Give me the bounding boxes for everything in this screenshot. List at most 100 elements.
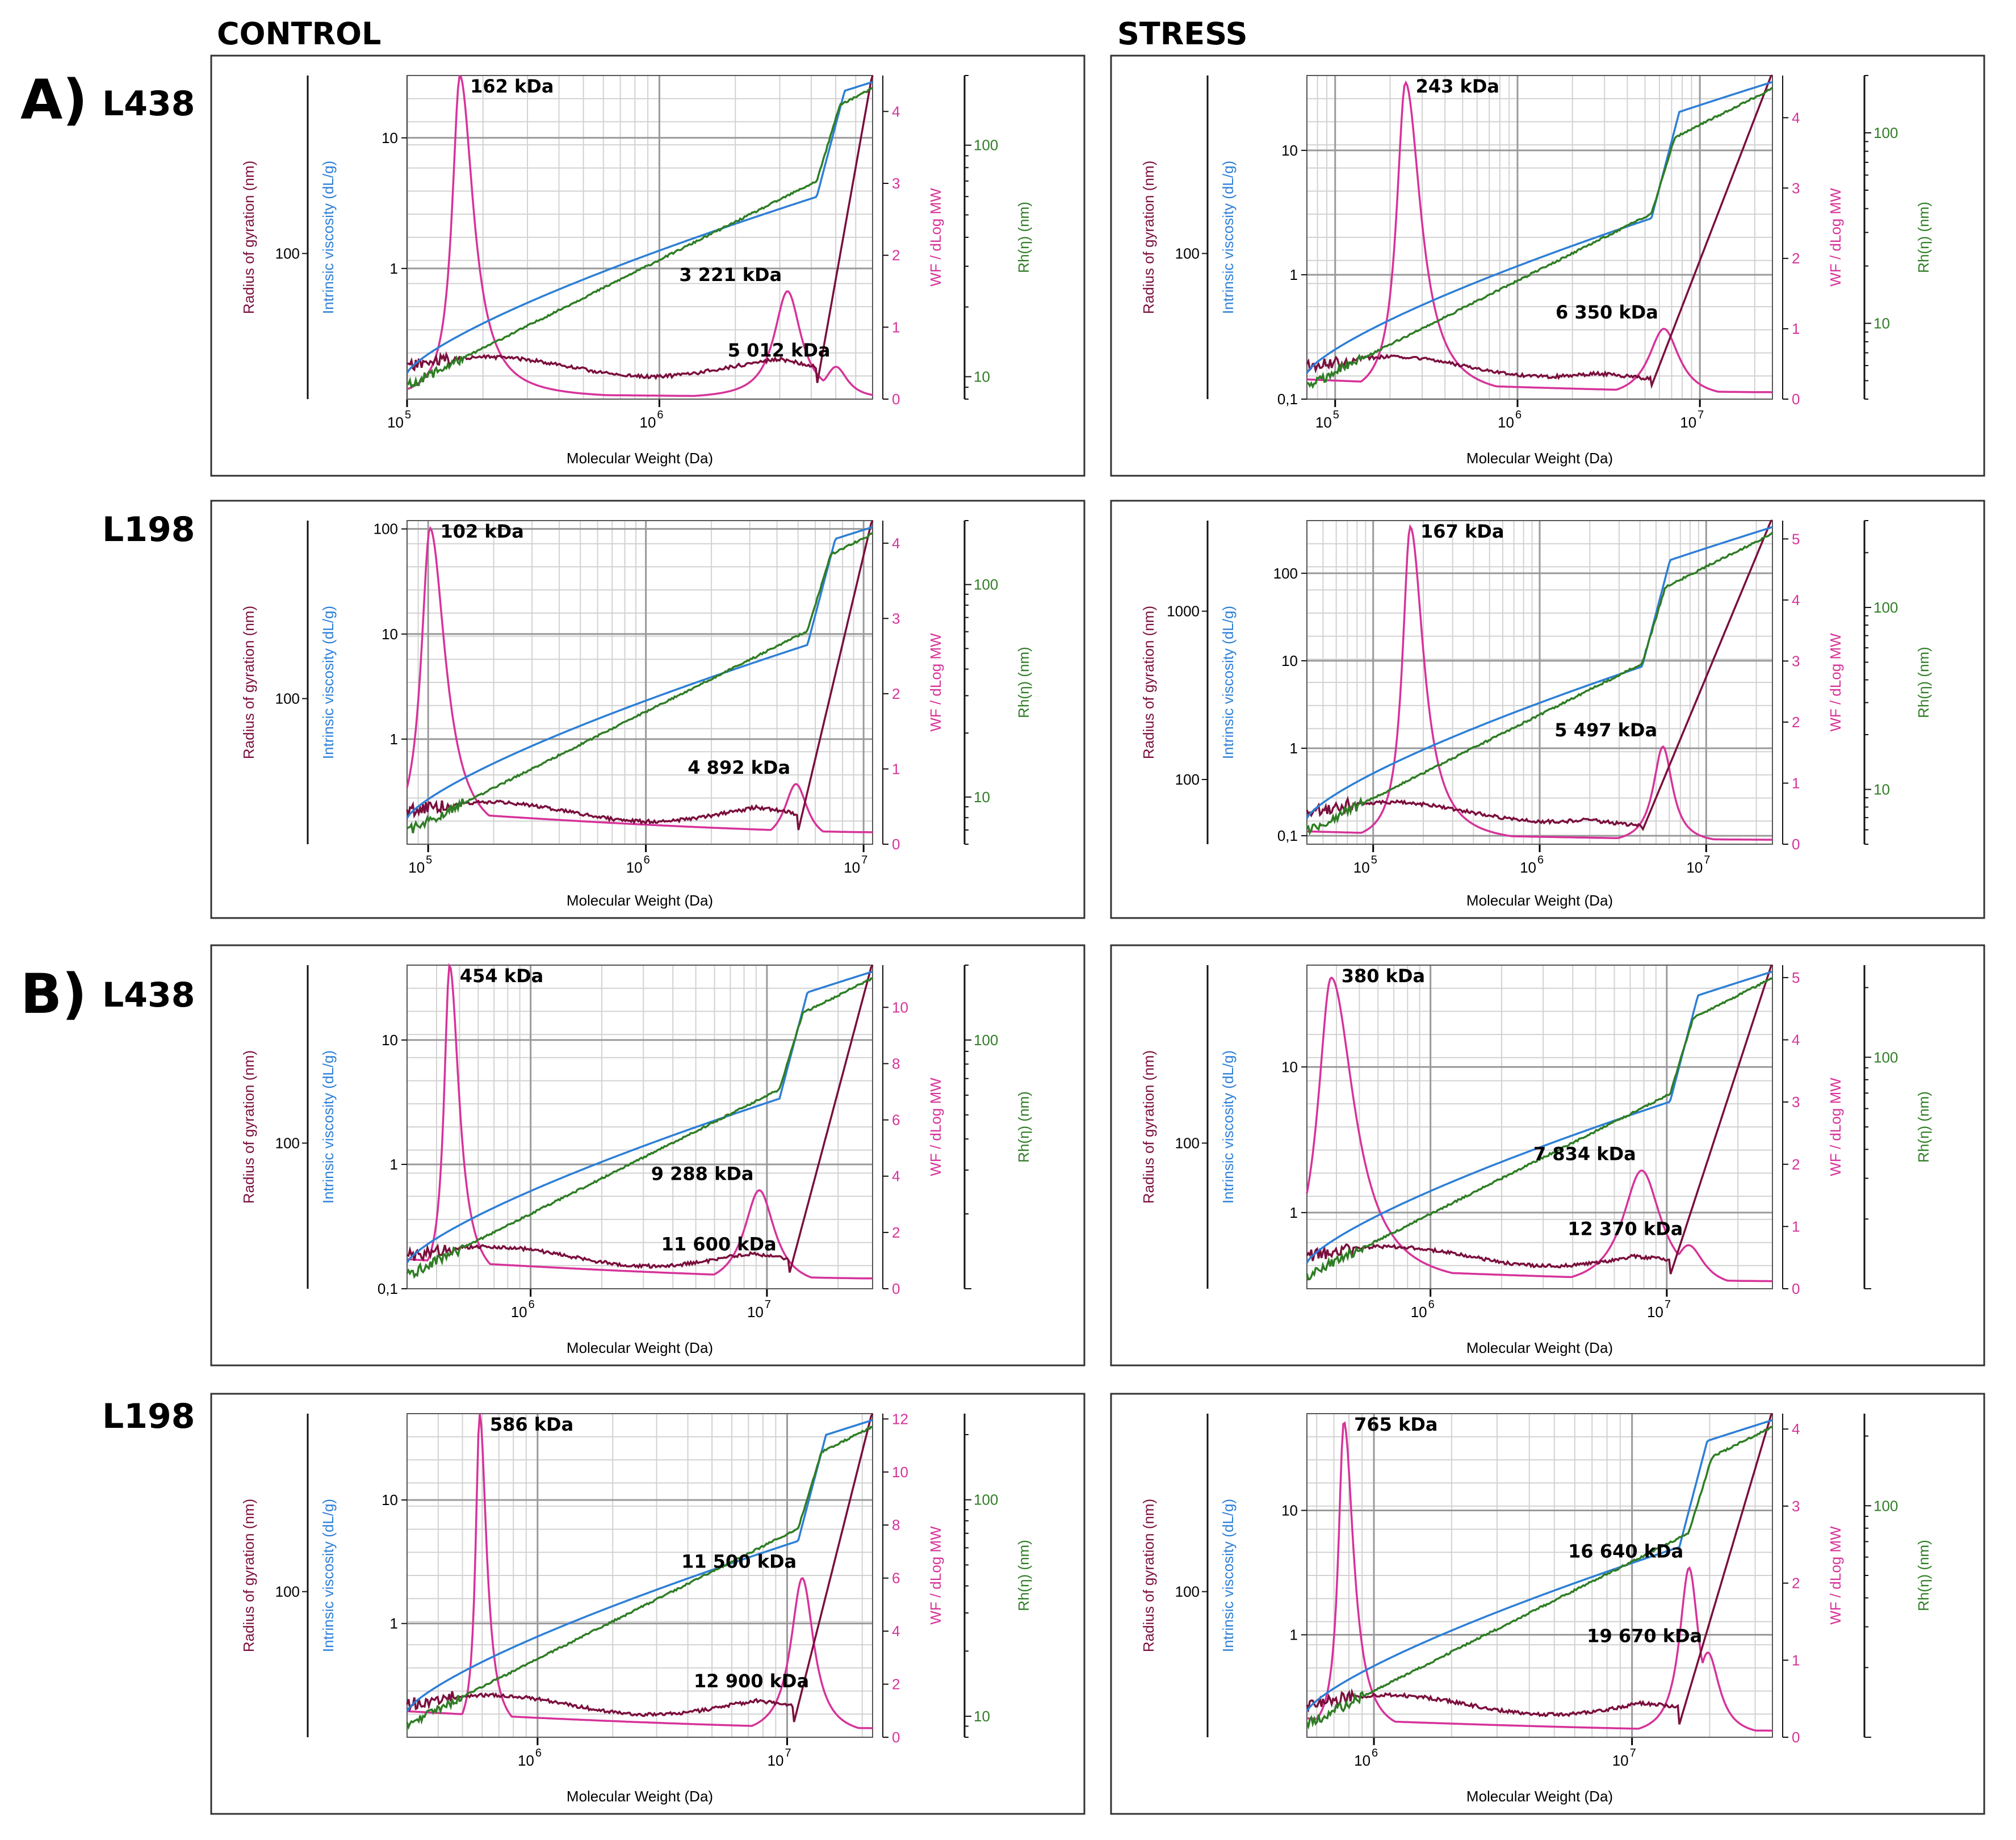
- x-tick-label: 10: [1354, 1752, 1370, 1769]
- iv-axis-label: Intrinsic viscosity (dL/g): [1219, 606, 1237, 759]
- rh-tick-label: 10: [974, 1708, 990, 1725]
- row-label-b-l438: L438: [102, 975, 195, 1015]
- wf-axis-label: WF / dLog MW: [927, 1526, 944, 1625]
- x-tick-exponent: 7: [1698, 409, 1704, 421]
- wf-axis-label: WF / dLog MW: [1827, 188, 1844, 287]
- wf-series: [406, 526, 873, 833]
- iv-series: [406, 1419, 873, 1712]
- wf-tick-label: 1: [1792, 1652, 1800, 1669]
- x-tick-label: 10: [1411, 1303, 1427, 1321]
- wf-tick-label: 2: [1792, 1156, 1800, 1173]
- peak-label: 380 kDa: [1342, 965, 1425, 987]
- rg-series: [1306, 1413, 1774, 1725]
- x-tick-label: 10: [639, 414, 656, 431]
- peak-label: 167 kDa: [1420, 521, 1504, 542]
- wf-tick-label: 1: [1792, 320, 1800, 337]
- iv-tick-label: 0,1: [1277, 391, 1298, 408]
- iv-tick-label: 10: [1281, 652, 1298, 669]
- rg-series: [1306, 74, 1773, 389]
- x-tick-label: 10: [1353, 859, 1370, 876]
- peak-label: 19 670 kDa: [1587, 1625, 1702, 1647]
- wf-tick-label: 5: [1792, 530, 1800, 547]
- iv-axis-label: Intrinsic viscosity (dL/g): [1219, 1499, 1237, 1652]
- wf-axis-label: WF / dLog MW: [1827, 633, 1844, 732]
- wf-series: [406, 75, 873, 397]
- wf-tick-label: 6: [892, 1112, 900, 1129]
- rh-tick-label: 100: [1874, 599, 1898, 616]
- wf-tick-label: 0: [1792, 391, 1800, 408]
- plot-area: [1306, 75, 1773, 400]
- wf-axis-label: WF / dLog MW: [927, 633, 944, 732]
- rh-series: [406, 531, 874, 833]
- rg-tick-label: 100: [275, 245, 300, 262]
- rg-series: [406, 520, 874, 831]
- rh-series: [406, 976, 873, 1279]
- wf-tick-label: 1: [1792, 1218, 1800, 1235]
- wf-tick-label: 3: [892, 175, 900, 192]
- x-tick-exponent: 6: [1428, 1298, 1435, 1311]
- iv-tick-label: 100: [1273, 565, 1298, 582]
- rh-tick-label: 10: [974, 789, 990, 806]
- iv-axis-label: Intrinsic viscosity (dL/g): [320, 1050, 337, 1204]
- wf-tick-label: 1: [1792, 774, 1800, 791]
- iv-axis-label: Intrinsic viscosity (dL/g): [1219, 1050, 1237, 1204]
- rg-tick-label: 100: [1175, 771, 1200, 788]
- iv-series: [1306, 526, 1773, 819]
- iv-series: [406, 81, 873, 374]
- wf-tick-label: 0: [892, 836, 900, 853]
- iv-tick-label: 1: [390, 731, 398, 748]
- peak-label: 11 500 kDa: [681, 1551, 797, 1573]
- rg-axis-label: Radius of gyration (nm): [1140, 606, 1157, 759]
- plot-area: [1306, 520, 1773, 845]
- wf-series: [1306, 80, 1772, 393]
- iv-tick-label: 10: [382, 129, 398, 146]
- x-axis-label: Molecular Weight (Da): [1466, 450, 1613, 467]
- x-tick-exponent: 7: [785, 1747, 791, 1759]
- wf-tick-label: 8: [892, 1516, 900, 1533]
- iv-tick-label: 100: [374, 521, 398, 538]
- wf-tick-label: 2: [892, 247, 900, 264]
- rg-axis-label: Radius of gyration (nm): [240, 606, 257, 759]
- x-axis-label: Molecular Weight (Da): [567, 450, 713, 467]
- x-tick-label: 10: [511, 1303, 527, 1321]
- wf-tick-label: 2: [892, 1224, 900, 1241]
- rh-tick-label: 100: [1874, 1049, 1898, 1066]
- x-tick-exponent: 7: [1704, 854, 1710, 866]
- peak-label: 16 640 kDa: [1568, 1540, 1683, 1562]
- rh-axis-label: Rh(η) (nm): [1015, 1540, 1032, 1611]
- rh-axis-label: Rh(η) (nm): [1915, 1091, 1932, 1163]
- x-tick-exponent: 7: [1630, 1747, 1636, 1759]
- peak-label: 5 012 kDa: [728, 340, 831, 361]
- rh-series: [406, 1426, 873, 1730]
- wf-tick-label: 2: [1792, 1575, 1800, 1592]
- wf-tick-label: 6: [892, 1570, 900, 1587]
- iv-series: [1306, 1419, 1773, 1712]
- rh-tick-label: 100: [974, 137, 998, 154]
- rg-series: [406, 75, 874, 383]
- iv-tick-label: 1: [1290, 1627, 1298, 1644]
- rg-tick-label: 100: [275, 1135, 300, 1152]
- rh-tick-label: 10: [1874, 315, 1890, 332]
- iv-tick-label: 10: [1281, 1502, 1298, 1519]
- x-tick-exponent: 7: [765, 1298, 771, 1311]
- peak-label: 12 900 kDa: [694, 1670, 809, 1692]
- rg-tick-label: 1000: [1167, 603, 1200, 620]
- peak-label: 243 kDa: [1416, 76, 1499, 97]
- x-tick-exponent: 6: [529, 1298, 535, 1311]
- x-tick-label: 10: [518, 1752, 534, 1769]
- iv-tick-label: 1: [1290, 740, 1298, 757]
- rh-series: [1306, 531, 1774, 836]
- rh-axis-label: Rh(η) (nm): [1915, 647, 1932, 718]
- x-tick-exponent: 7: [1665, 1298, 1671, 1311]
- rh-axis-label: Rh(η) (nm): [1015, 647, 1032, 718]
- panel-frame: [1110, 500, 1985, 919]
- iv-tick-label: 10: [382, 1032, 398, 1049]
- rg-series: [1306, 519, 1773, 832]
- wf-tick-label: 0: [1792, 1280, 1800, 1297]
- peak-label: 9 288 kDa: [651, 1163, 754, 1185]
